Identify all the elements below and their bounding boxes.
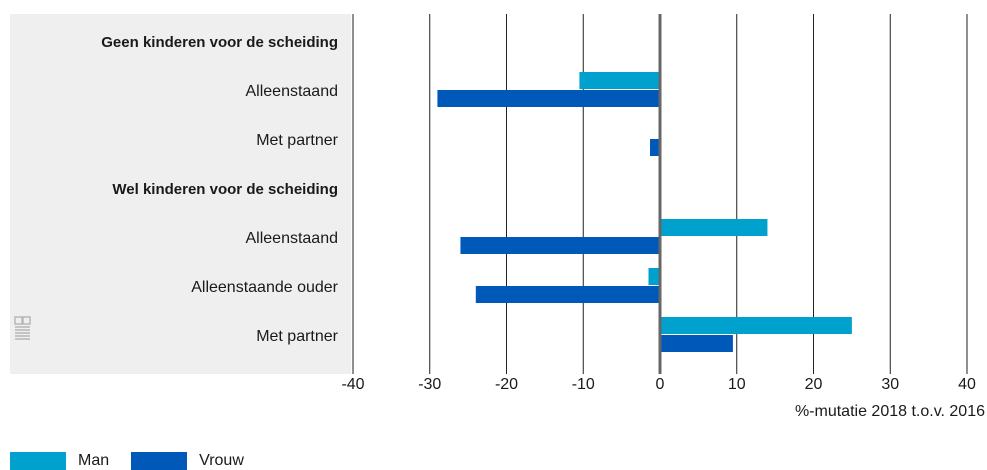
bar-vrouw: [460, 237, 660, 254]
category-label: Met partner: [256, 132, 338, 149]
legend-label-vrouw: Vrouw: [199, 452, 244, 469]
x-tick-label: -20: [495, 376, 518, 393]
bar-man: [660, 317, 852, 334]
bar-vrouw: [650, 139, 660, 156]
x-tick-label: 20: [805, 376, 823, 393]
category-label: Alleenstaand: [245, 230, 338, 247]
bars: [437, 72, 852, 352]
x-tick-label: -10: [572, 376, 595, 393]
legend: Man Vrouw: [10, 452, 266, 470]
category-labels: Geen kinderen voor de scheiding Alleensta…: [101, 34, 338, 345]
legend-item-vrouw: Vrouw: [131, 452, 244, 470]
x-tick-labels: -40 -30 -20 -10 0 10 20 30 40: [341, 376, 976, 393]
x-axis-title: %-mutatie 2018 t.o.v. 2016: [795, 403, 985, 420]
cbs-logo-icon: [14, 316, 31, 340]
bar-vrouw: [437, 90, 660, 107]
bar-man: [579, 72, 660, 89]
category-group-header: Geen kinderen voor de scheiding: [101, 34, 338, 51]
bar-man: [648, 268, 660, 285]
bar-vrouw: [475, 286, 660, 303]
x-tick-label: 10: [728, 376, 746, 393]
x-tick-label: 40: [958, 376, 976, 393]
bar-vrouw: [660, 335, 733, 352]
legend-swatch-man: [10, 452, 66, 470]
category-label-panel: [10, 14, 351, 374]
x-tick-label: 30: [881, 376, 899, 393]
legend-swatch-vrouw: [131, 452, 188, 470]
x-tick-label: -30: [418, 376, 441, 393]
category-label: Alleenstaande ouder: [191, 279, 338, 296]
bar-man: [660, 219, 768, 236]
legend-item-man: Man: [10, 452, 109, 470]
gridlines: [352, 14, 968, 374]
category-label: Alleenstaand: [245, 83, 338, 100]
category-label: Met partner: [256, 328, 338, 345]
x-tick-label: 0: [656, 376, 665, 393]
category-group-header: Wel kinderen voor de scheiding: [112, 181, 338, 198]
x-tick-label: -40: [341, 376, 364, 393]
legend-label-man: Man: [78, 452, 110, 469]
